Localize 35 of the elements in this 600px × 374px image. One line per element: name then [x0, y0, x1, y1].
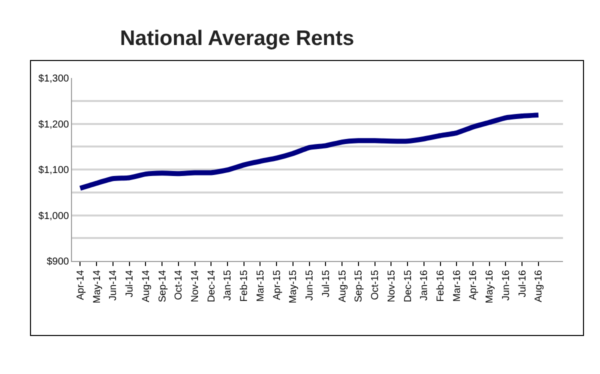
x-tick-label: Apr-15 [272, 270, 283, 300]
x-tick-label: Dec-15 [402, 270, 414, 302]
x-tick-label: Dec-14 [206, 270, 218, 302]
y-tick-label: $900 [46, 256, 70, 268]
x-tick-label: Jun-16 [500, 270, 512, 301]
x-tick-label: May-14 [92, 270, 103, 304]
x-tick-label: Jul-16 [517, 270, 528, 298]
x-tick-label: May-15 [288, 270, 300, 304]
x-tick-label: Sep-15 [354, 270, 365, 302]
x-tick-label: Jun-14 [108, 270, 120, 301]
y-tick-label: $1,000 [38, 210, 70, 222]
x-tick-label: Aug-16 [534, 270, 545, 302]
x-tick-label: Apr-14 [75, 270, 86, 300]
x-tick-label: Apr-16 [468, 270, 480, 300]
x-tick-label: May-16 [484, 270, 496, 304]
x-tick-label: Oct-15 [370, 270, 382, 300]
x-tick-label: Oct-14 [174, 270, 185, 300]
x-tick-label: Jun-15 [304, 270, 316, 301]
x-tick-label: Mar-16 [452, 270, 463, 302]
x-tick-label: Feb-15 [239, 270, 250, 302]
y-tick-label: $1,300 [38, 74, 70, 84]
chart-title: National Average Rents [120, 26, 354, 50]
x-tick-label: Mar-15 [255, 270, 266, 302]
x-tick-label: Feb-16 [436, 270, 446, 302]
x-tick-label: Sep-14 [157, 270, 168, 302]
x-tick-label: Jul-15 [320, 270, 332, 298]
y-tick-label: $1,100 [38, 165, 70, 176]
x-tick-label: Aug-15 [337, 270, 348, 302]
y-tick-label: $1,200 [38, 119, 70, 130]
x-tick-label: Jan-15 [222, 270, 234, 301]
x-tick-label: Aug-14 [140, 270, 152, 302]
x-tick-label: Nov-15 [386, 270, 398, 302]
x-tick-label: Jan-16 [419, 270, 430, 301]
x-tick-label: Jul-14 [124, 270, 136, 298]
x-tick-label: Nov-14 [190, 270, 201, 302]
